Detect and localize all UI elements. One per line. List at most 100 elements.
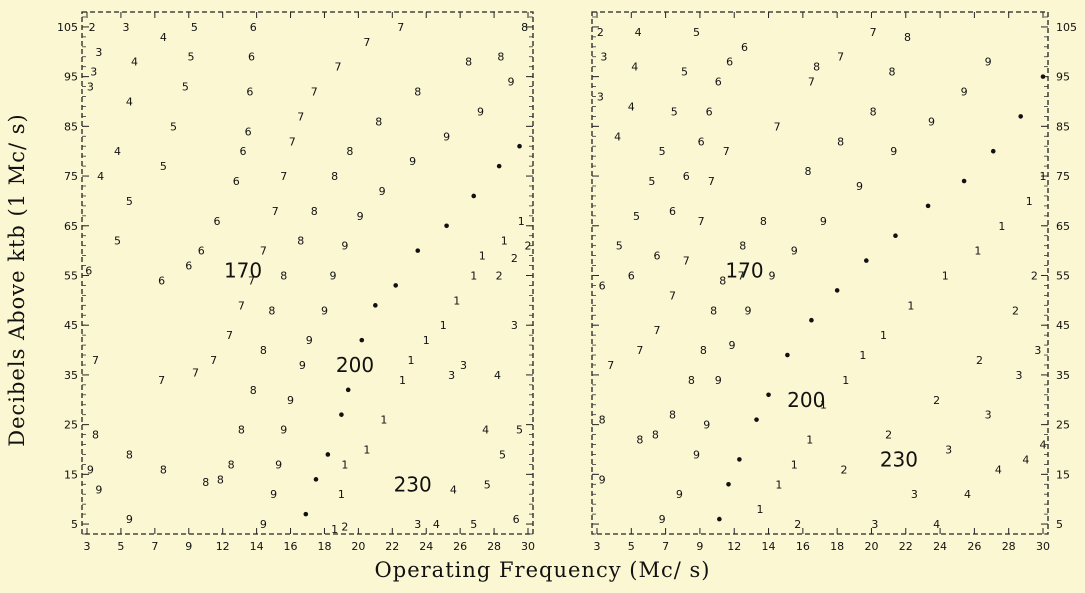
right-data-point-6: 6 bbox=[654, 250, 661, 263]
right-data-point-9: 9 bbox=[744, 304, 751, 317]
left-data-point-9: 9 bbox=[357, 210, 364, 223]
right-data-point-4: 4 bbox=[995, 463, 1002, 476]
left-data-point-6: 6 bbox=[214, 215, 221, 228]
left-data-point-8: 8 bbox=[202, 476, 209, 489]
left-y-tick-label: 85 bbox=[64, 120, 78, 133]
left-data-point-7: 7 bbox=[260, 245, 267, 258]
right-data-point-7: 7 bbox=[808, 76, 815, 89]
left-data-point-3: 3 bbox=[95, 46, 102, 59]
left-y-tick-label: 5 bbox=[71, 518, 78, 531]
right-x-tick-label: 26 bbox=[967, 540, 981, 553]
left-x-tick-label: 30 bbox=[521, 540, 535, 553]
left-data-point-7: 7 bbox=[92, 354, 99, 367]
left-data-point-1: 1 bbox=[501, 235, 508, 248]
left-data-point-4: 4 bbox=[97, 170, 104, 183]
left-data-point-4: 4 bbox=[160, 31, 167, 44]
left-x-tick-label: 18 bbox=[317, 540, 331, 553]
right-data-point-2: 2 bbox=[933, 394, 940, 407]
right-data-point-9: 9 bbox=[856, 180, 863, 193]
left-data-point-dot bbox=[313, 477, 319, 482]
right-data-point-6: 6 bbox=[669, 205, 676, 218]
right-data-point-dot bbox=[785, 352, 790, 358]
left-data-point-5: 5 bbox=[114, 235, 121, 248]
left-curve-label-170: 170 bbox=[224, 259, 262, 283]
left-x-tick-label: 28 bbox=[487, 540, 501, 553]
left-curve-label-230: 230 bbox=[394, 472, 432, 496]
left-data-point-1: 1 bbox=[331, 523, 338, 536]
left-data-point-8: 8 bbox=[331, 170, 338, 183]
left-data-point-7: 7 bbox=[289, 135, 296, 148]
left-data-point-1: 1 bbox=[479, 250, 486, 263]
left-data-point-dot bbox=[496, 163, 502, 169]
right-data-point-1: 1 bbox=[842, 374, 849, 387]
right-data-point-dot bbox=[961, 178, 967, 184]
left-data-point-9: 9 bbox=[341, 240, 348, 253]
right-data-point-9: 9 bbox=[599, 473, 606, 486]
right-data-point-8: 8 bbox=[889, 66, 896, 79]
right-data-point-7: 7 bbox=[837, 51, 844, 64]
left-data-point-7: 7 bbox=[297, 110, 304, 123]
right-curve-label-230: 230 bbox=[880, 447, 918, 471]
left-data-point-5: 5 bbox=[170, 120, 177, 133]
right-data-point-dot bbox=[1018, 114, 1023, 119]
left-data-point-8: 8 bbox=[228, 458, 235, 471]
right-x-tick-label: 12 bbox=[727, 540, 741, 553]
right-y-tick-label: 45 bbox=[1056, 319, 1070, 332]
right-y-tick-label: 5 bbox=[1056, 518, 1063, 531]
right-data-point-1: 1 bbox=[756, 503, 763, 516]
right-data-point-8: 8 bbox=[904, 31, 911, 44]
right-y-tick-label: 25 bbox=[1056, 419, 1070, 432]
left-data-point-1: 1 bbox=[363, 443, 370, 456]
left-data-point-8: 8 bbox=[250, 384, 257, 397]
right-data-point-8: 8 bbox=[739, 240, 746, 253]
right-data-point-dot bbox=[726, 481, 731, 487]
left-data-point-8: 8 bbox=[280, 269, 287, 282]
left-data-point-6: 6 bbox=[185, 260, 192, 273]
right-data-point-2: 2 bbox=[794, 518, 801, 531]
right-data-point-9: 9 bbox=[890, 145, 897, 158]
x-axis-title: Operating Frequency (Mc/ s) bbox=[374, 558, 711, 582]
left-data-point-6: 6 bbox=[245, 125, 252, 138]
left-data-point-4: 4 bbox=[450, 483, 457, 496]
left-data-point-2: 2 bbox=[525, 240, 532, 253]
right-data-point-8: 8 bbox=[669, 409, 676, 422]
left-data-point-6: 6 bbox=[513, 513, 520, 526]
right-data-point-dot bbox=[766, 392, 771, 398]
right-data-point-8: 8 bbox=[710, 304, 717, 317]
left-x-tick-label: 3 bbox=[84, 540, 91, 553]
left-data-point-8: 8 bbox=[414, 86, 421, 99]
left-data-point-dot bbox=[415, 248, 421, 253]
right-data-point-dot bbox=[809, 317, 814, 323]
right-data-point-3: 3 bbox=[1034, 344, 1041, 357]
right-x-tick-label: 14 bbox=[762, 540, 776, 553]
left-data-point-dot bbox=[373, 303, 378, 308]
left-data-point-8: 8 bbox=[260, 344, 267, 357]
left-data-point-9: 9 bbox=[299, 359, 306, 372]
left-data-point-2: 2 bbox=[341, 521, 348, 534]
right-x-tick-label: 24 bbox=[933, 540, 947, 553]
left-data-point-dot bbox=[444, 223, 449, 229]
left-data-point-1: 1 bbox=[399, 374, 406, 387]
right-data-point-2: 2 bbox=[1012, 304, 1019, 317]
right-data-point-2: 2 bbox=[597, 26, 604, 39]
left-data-point-3: 3 bbox=[511, 319, 518, 332]
right-data-point-4: 4 bbox=[635, 26, 642, 39]
right-data-point-8: 8 bbox=[813, 61, 820, 74]
right-data-point-1: 1 bbox=[859, 349, 866, 362]
left-data-point-6: 6 bbox=[248, 51, 255, 64]
right-data-point-2: 2 bbox=[976, 354, 983, 367]
left-data-point-2: 2 bbox=[511, 252, 518, 265]
left-y-tick-label: 55 bbox=[64, 269, 78, 282]
right-data-point-6: 6 bbox=[706, 105, 713, 118]
right-data-point-3: 3 bbox=[871, 518, 878, 531]
right-data-point-dot bbox=[990, 148, 996, 154]
left-x-tick-label: 12 bbox=[216, 540, 230, 553]
left-data-point-7: 7 bbox=[238, 299, 245, 312]
left-data-point-4: 4 bbox=[482, 424, 489, 437]
right-x-tick-label: 30 bbox=[1036, 540, 1050, 553]
y-axis-title: Decibels Above ktb (1 Mc/ s) bbox=[5, 113, 29, 447]
right-data-point-5: 5 bbox=[616, 240, 623, 253]
right-x-tick-label: 9 bbox=[696, 540, 703, 553]
right-data-point-6: 6 bbox=[628, 269, 635, 282]
left-x-tick-label: 5 bbox=[117, 540, 124, 553]
